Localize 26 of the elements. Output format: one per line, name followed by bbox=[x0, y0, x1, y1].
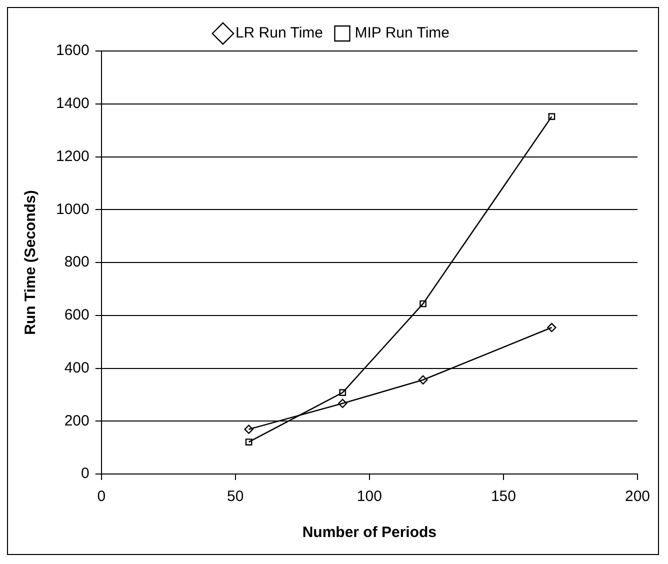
y-tick-label: 1600 bbox=[56, 42, 90, 60]
x-tick-label: 100 bbox=[356, 488, 382, 506]
point bbox=[338, 398, 348, 408]
point bbox=[245, 438, 252, 446]
point bbox=[547, 322, 556, 332]
y-tick-label: 200 bbox=[64, 412, 90, 430]
point bbox=[339, 389, 346, 396]
point bbox=[418, 375, 428, 384]
legend-label: LR Run Time bbox=[235, 24, 323, 42]
point bbox=[244, 424, 254, 434]
y-tick-label: 1400 bbox=[56, 95, 90, 112]
y-tick-label: 0 bbox=[81, 465, 90, 482]
y-axis-title: Run Time (Seconds) bbox=[22, 190, 40, 335]
point bbox=[420, 300, 426, 308]
x-tick-label: 0 bbox=[97, 488, 106, 506]
y-tick-label: 600 bbox=[64, 306, 90, 324]
legend-label: MIP Run Time bbox=[354, 24, 450, 42]
x-tick-label: 150 bbox=[490, 488, 516, 506]
x-tick-label: 200 bbox=[624, 488, 650, 506]
x-axis-title: Number of Periods bbox=[302, 524, 437, 542]
x-tick-label: 50 bbox=[227, 488, 244, 506]
y-tick-label: 400 bbox=[64, 359, 90, 376]
y-tick-label: 1000 bbox=[56, 200, 90, 218]
y-tick-label: 800 bbox=[64, 254, 90, 271]
point bbox=[548, 113, 556, 120]
y-tick-label: 1200 bbox=[56, 148, 90, 165]
